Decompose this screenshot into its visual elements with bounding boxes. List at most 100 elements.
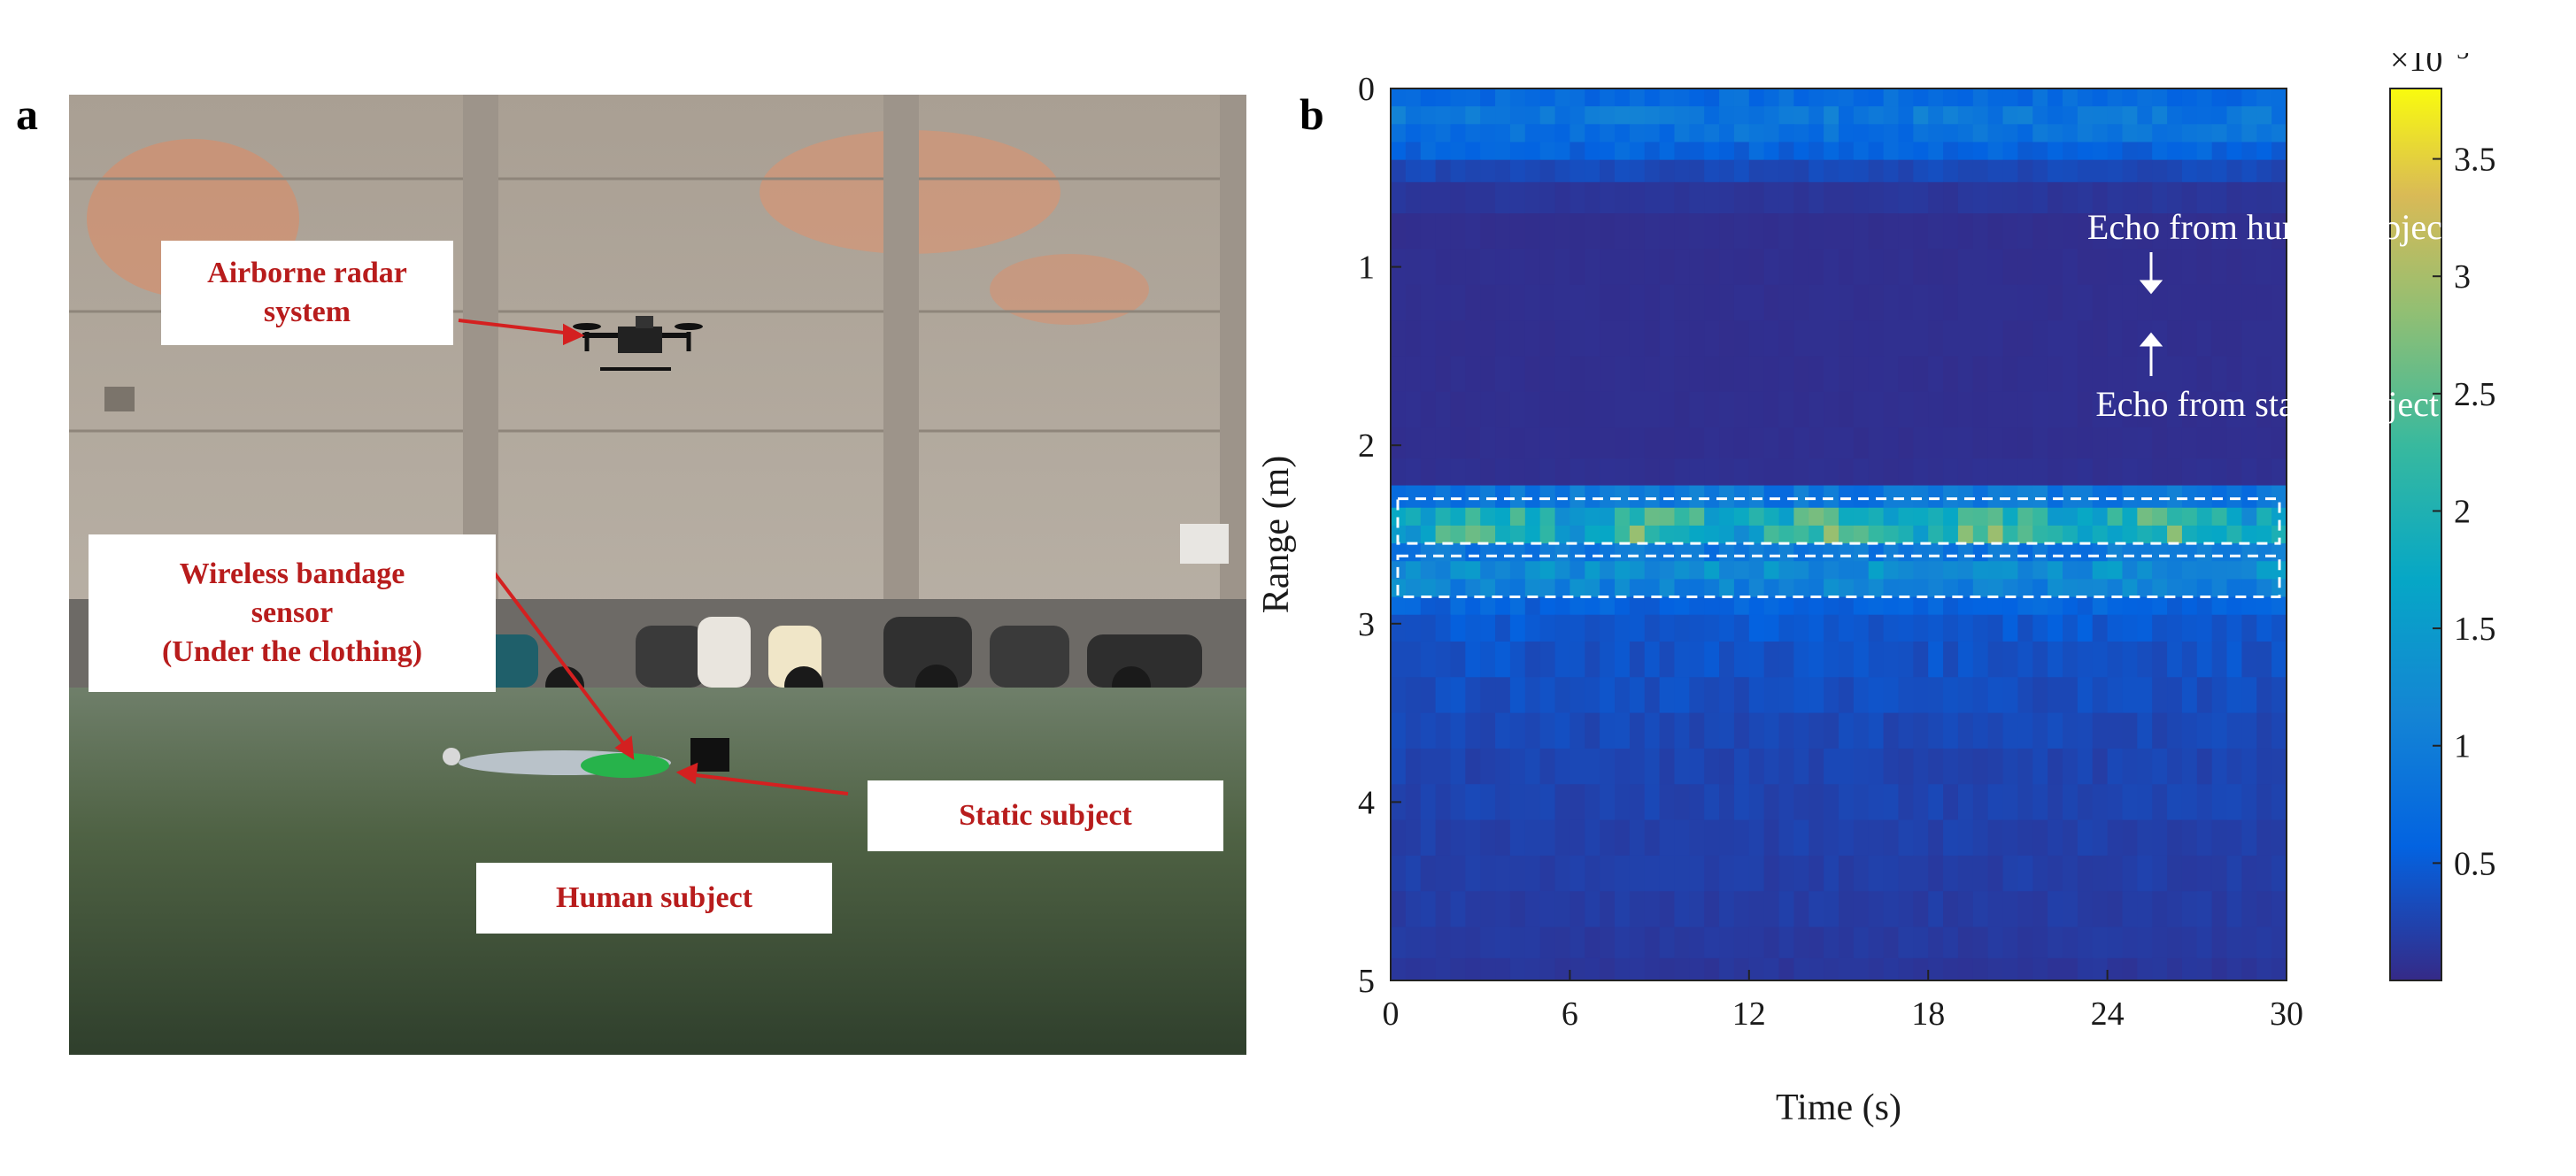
heatmap-cell xyxy=(1509,485,1526,509)
heatmap-cell xyxy=(2122,507,2138,527)
heatmap-cell xyxy=(1719,106,1735,125)
heatmap-cell xyxy=(1898,284,1914,321)
heatmap-cell xyxy=(1554,748,1570,785)
heatmap-cell xyxy=(2017,391,2033,428)
heatmap-cell xyxy=(2167,159,2183,183)
heatmap-cell xyxy=(1793,957,1809,980)
heatmap-cell xyxy=(1853,142,1870,161)
echo-band-box xyxy=(1396,497,2281,545)
heatmap-cell xyxy=(2256,181,2272,214)
heatmap-cell xyxy=(1898,579,1914,598)
heatmap-cell xyxy=(1898,712,1914,749)
heatmap-cell xyxy=(1943,614,1959,642)
heatmap-cell xyxy=(2002,88,2018,107)
heatmap-cell xyxy=(1615,124,1631,143)
heatmap-cell xyxy=(1420,957,1437,980)
heatmap-cell xyxy=(2211,124,2228,143)
heatmap-cell xyxy=(2077,957,2094,980)
heatmap-cell xyxy=(1778,926,1794,959)
heatmap-cell xyxy=(2002,159,2018,183)
heatmap-cell xyxy=(2107,88,2124,107)
heatmap-cell xyxy=(1913,320,1929,357)
heatmap-cell xyxy=(2196,926,2213,959)
heatmap-cell xyxy=(2077,614,2094,642)
heatmap-cell xyxy=(1793,819,1809,857)
heatmap-cell xyxy=(2077,458,2094,487)
heatmap-cell xyxy=(2137,891,2153,928)
heatmap-cell xyxy=(1509,525,1526,544)
heatmap-cell xyxy=(1883,507,1900,527)
heatmap-cell xyxy=(1809,124,1824,143)
heatmap-cell xyxy=(1570,159,1585,183)
heatmap-cell xyxy=(1898,159,1914,183)
heatmap-cell xyxy=(2122,249,2138,286)
heatmap-cell xyxy=(1420,181,1437,214)
heatmap-cell xyxy=(1674,320,1690,357)
heatmap-cell xyxy=(1957,561,1974,580)
heatmap-cell xyxy=(1480,485,1496,509)
heatmap-cell xyxy=(1824,284,1839,321)
heatmap-cell xyxy=(1539,124,1556,143)
heatmap-cell xyxy=(1928,819,1944,857)
heatmap-cell xyxy=(1524,391,1541,428)
heatmap-cell xyxy=(2152,142,2168,161)
heatmap-cell xyxy=(1391,485,1407,509)
heatmap-cell xyxy=(2137,427,2153,459)
heatmap-cell xyxy=(1883,88,1900,107)
heatmap-cell xyxy=(1420,320,1437,357)
heatmap-cell xyxy=(2137,596,2153,616)
heatmap-cell xyxy=(1809,142,1824,161)
heatmap-cell xyxy=(2137,391,2153,428)
heatmap-cell xyxy=(1524,181,1541,214)
heatmap-cell xyxy=(1659,124,1676,143)
heatmap-cell xyxy=(1480,784,1496,821)
heatmap-cell xyxy=(2167,356,2183,393)
heatmap-cell xyxy=(1809,356,1824,393)
heatmap-cell xyxy=(1495,957,1511,980)
heatmap-cell xyxy=(2032,485,2048,509)
heatmap-cell xyxy=(1674,427,1690,459)
heatmap-cell xyxy=(1585,614,1600,642)
heatmap-cell xyxy=(1748,213,1765,250)
callout-static-subject: Static subject xyxy=(868,780,1223,851)
heatmap-cell xyxy=(2077,391,2094,428)
heatmap-cell xyxy=(2271,106,2287,125)
heatmap-cell xyxy=(2092,213,2109,250)
heatmap-cell xyxy=(1853,427,1870,459)
heatmap-cell xyxy=(2152,614,2168,642)
heatmap-cell xyxy=(1913,124,1929,143)
heatmap-cell xyxy=(1659,320,1676,357)
heatmap-cell xyxy=(1570,458,1585,487)
heatmap-cell xyxy=(1480,181,1496,214)
heatmap-cell xyxy=(1824,926,1839,959)
heatmap-cell xyxy=(1957,181,1974,214)
heatmap-cell xyxy=(1972,142,1989,161)
heatmap-cell xyxy=(1450,159,1466,183)
heatmap-cell xyxy=(1793,677,1809,714)
heatmap-cell xyxy=(1644,677,1661,714)
heatmap-cell xyxy=(1853,485,1870,509)
heatmap-cell xyxy=(2167,748,2183,785)
heatmap-cell xyxy=(1585,891,1600,928)
heatmap-cell xyxy=(2077,525,2094,544)
heatmap-cell xyxy=(1585,677,1600,714)
heatmap-cell xyxy=(1793,561,1809,580)
heatmap-cell xyxy=(2196,427,2213,459)
heatmap-cell xyxy=(2092,926,2109,959)
heatmap-cell xyxy=(2256,458,2272,487)
heatmap-cell xyxy=(1793,614,1809,642)
heatmap-cell xyxy=(1957,284,1974,321)
heatmap-cell xyxy=(1659,579,1676,598)
heatmap-cell xyxy=(2167,485,2183,509)
heatmap-cell xyxy=(1629,891,1646,928)
heatmap-cell xyxy=(2181,712,2198,749)
heatmap-cell xyxy=(1778,485,1794,509)
heatmap-cell xyxy=(1763,712,1780,749)
heatmap-cell xyxy=(2167,320,2183,357)
heatmap-cell xyxy=(1554,124,1570,143)
wall-pillar xyxy=(1220,95,1246,599)
heatmap-cell xyxy=(2077,579,2094,598)
heatmap-cell xyxy=(2226,712,2242,749)
heatmap-cell xyxy=(1793,641,1809,678)
heatmap-cell xyxy=(1629,819,1646,857)
